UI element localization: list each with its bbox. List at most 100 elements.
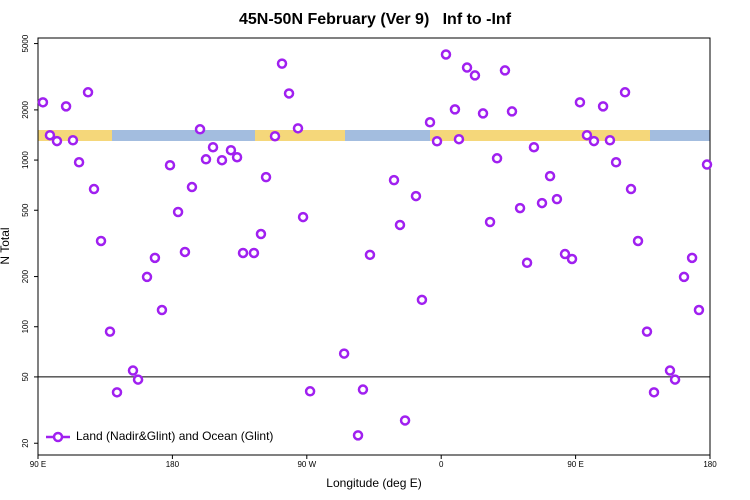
y-tick-label: 5000 bbox=[21, 34, 30, 52]
data-point bbox=[207, 141, 219, 153]
data-point bbox=[506, 106, 518, 117]
x-tick-label: 180 bbox=[166, 460, 180, 469]
data-point bbox=[283, 88, 295, 99]
data-point bbox=[82, 87, 94, 98]
data-point bbox=[669, 374, 681, 385]
data-point bbox=[67, 134, 79, 146]
x-tick-label: 0 bbox=[439, 460, 444, 469]
data-point bbox=[276, 58, 288, 69]
x-tick-label: 90 E bbox=[30, 460, 46, 469]
data-point bbox=[641, 326, 653, 337]
data-point bbox=[164, 159, 176, 171]
data-point bbox=[399, 415, 411, 426]
data-point bbox=[95, 235, 107, 247]
y-tick-label: 500 bbox=[21, 203, 30, 217]
data-point bbox=[678, 271, 690, 283]
data-point bbox=[255, 228, 267, 240]
data-point bbox=[686, 252, 698, 264]
data-point bbox=[172, 206, 184, 218]
data-point bbox=[186, 181, 198, 193]
data-point bbox=[693, 304, 705, 316]
data-point bbox=[632, 235, 644, 247]
x-tick-label: 90 E bbox=[567, 460, 583, 469]
data-point bbox=[388, 174, 400, 186]
data-point bbox=[141, 271, 153, 283]
data-point bbox=[477, 108, 489, 119]
data-point bbox=[440, 49, 452, 60]
data-point bbox=[625, 183, 637, 195]
data-point bbox=[357, 384, 369, 395]
data-point bbox=[88, 183, 100, 195]
data-point bbox=[111, 387, 123, 398]
data-point bbox=[297, 211, 309, 223]
x-tick-label: 90 W bbox=[297, 460, 316, 469]
data-point bbox=[416, 294, 428, 306]
data-point bbox=[127, 365, 139, 376]
y-tick-label: 100 bbox=[21, 320, 30, 334]
data-point bbox=[544, 170, 556, 182]
data-point bbox=[104, 326, 116, 337]
data-point bbox=[499, 65, 511, 76]
data-point bbox=[60, 101, 72, 112]
data-point bbox=[410, 190, 422, 202]
data-point bbox=[132, 374, 144, 385]
data-point bbox=[528, 141, 540, 153]
data-point bbox=[237, 247, 249, 259]
data-point bbox=[51, 135, 63, 147]
data-point bbox=[216, 154, 228, 166]
data-point bbox=[260, 171, 272, 183]
data-point bbox=[149, 252, 161, 264]
data-point bbox=[394, 219, 406, 231]
data-point bbox=[194, 124, 206, 135]
data-point bbox=[352, 430, 364, 441]
legend-label: Land (Nadir&Glint) and Ocean (Glint) bbox=[76, 429, 273, 443]
data-point bbox=[248, 247, 260, 259]
data-point bbox=[701, 159, 713, 170]
x-tick-label: 180 bbox=[703, 460, 717, 469]
data-point bbox=[338, 348, 350, 359]
data-point bbox=[581, 129, 593, 141]
data-point bbox=[551, 193, 563, 205]
data-point bbox=[269, 130, 281, 142]
data-point bbox=[604, 134, 616, 146]
chart-title: 45N-50N February (Ver 9) Inf to -Inf bbox=[239, 11, 512, 28]
x-axis-label: Longitude (deg E) bbox=[326, 476, 421, 490]
y-tick-label: 50 bbox=[21, 372, 30, 381]
y-tick-label: 2000 bbox=[21, 100, 30, 118]
data-point bbox=[292, 123, 304, 134]
data-point bbox=[648, 387, 660, 398]
data-point bbox=[225, 144, 237, 156]
data-point bbox=[449, 104, 461, 115]
data-point bbox=[364, 249, 376, 261]
data-point bbox=[610, 157, 622, 168]
data-point bbox=[304, 386, 316, 397]
data-point bbox=[469, 70, 481, 81]
data-point bbox=[44, 129, 56, 141]
data-point bbox=[588, 135, 600, 147]
legend-marker bbox=[52, 431, 64, 443]
plot-frame bbox=[37, 37, 711, 456]
y-axis-label: N Total bbox=[0, 227, 12, 264]
data-point bbox=[461, 62, 473, 73]
data-point bbox=[453, 133, 465, 145]
data-point bbox=[156, 304, 168, 316]
data-point bbox=[619, 87, 631, 98]
data-point bbox=[536, 197, 548, 209]
data-point bbox=[424, 117, 436, 128]
land-ocean-band bbox=[38, 130, 710, 141]
data-point bbox=[73, 157, 85, 168]
data-point bbox=[514, 202, 526, 214]
data-point bbox=[179, 246, 191, 258]
data-point bbox=[484, 216, 496, 228]
data-point bbox=[200, 154, 212, 165]
data-point bbox=[431, 135, 443, 147]
data-point bbox=[574, 97, 586, 108]
y-tick-label: 20 bbox=[21, 438, 30, 447]
data-point bbox=[521, 257, 533, 269]
data-point bbox=[664, 365, 676, 376]
y-tick-label: 200 bbox=[21, 269, 30, 283]
data-point bbox=[597, 101, 609, 112]
data-point bbox=[566, 253, 578, 265]
data-point bbox=[491, 153, 503, 164]
